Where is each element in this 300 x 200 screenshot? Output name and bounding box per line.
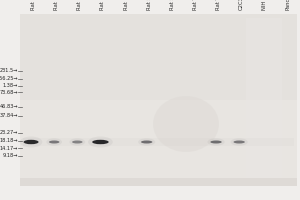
Text: Rat Kidney: Rat Kidney (77, 0, 82, 10)
Ellipse shape (46, 138, 62, 146)
Bar (20, 14, 297, 186)
Text: 18.18→: 18.18→ (0, 138, 18, 144)
Ellipse shape (69, 138, 85, 146)
Text: Rat Skeletal Muscle: Rat Skeletal Muscle (147, 0, 152, 10)
Text: 46.83→: 46.83→ (0, 104, 18, 110)
Text: Rat Testes: Rat Testes (193, 0, 198, 10)
Ellipse shape (153, 96, 219, 152)
Text: 156.25→: 156.25→ (0, 76, 18, 82)
Text: 1.38→: 1.38→ (3, 83, 18, 88)
Ellipse shape (24, 140, 39, 144)
Text: Rat Pancreas: Rat Pancreas (124, 0, 129, 10)
Text: NIH 3T3 Cell: NIH 3T3 Cell (262, 0, 267, 10)
Ellipse shape (88, 136, 113, 148)
Bar (246, 18, 282, 182)
Ellipse shape (49, 140, 59, 144)
Text: Rat Brain: Rat Brain (31, 0, 36, 10)
Bar (20, 14, 297, 100)
Text: 14.17→: 14.17→ (0, 146, 18, 150)
Text: 9.18→: 9.18→ (2, 153, 18, 158)
Text: 37.84→: 37.84→ (0, 113, 18, 118)
Text: Panc2: Panc2 (285, 0, 290, 10)
Text: Rat Spleen: Rat Spleen (170, 0, 175, 10)
Text: 231.5→: 231.5→ (0, 68, 18, 73)
Ellipse shape (141, 140, 152, 144)
Bar (20, 178, 297, 186)
Text: Rat Liver: Rat Liver (100, 0, 105, 10)
Ellipse shape (138, 138, 155, 146)
Ellipse shape (210, 140, 222, 144)
Text: C2C3: C2C3 (239, 0, 244, 10)
Ellipse shape (92, 140, 109, 144)
Ellipse shape (231, 138, 248, 146)
Ellipse shape (72, 140, 83, 144)
Text: Rat Thymus: Rat Thymus (216, 0, 221, 10)
Text: 73.68→: 73.68→ (0, 90, 18, 95)
Text: 23.27→: 23.27→ (0, 130, 18, 136)
Ellipse shape (208, 138, 225, 146)
Ellipse shape (20, 136, 42, 148)
Bar (22, 138, 294, 146)
Text: Rat Heart: Rat Heart (54, 0, 59, 10)
Ellipse shape (233, 140, 245, 144)
